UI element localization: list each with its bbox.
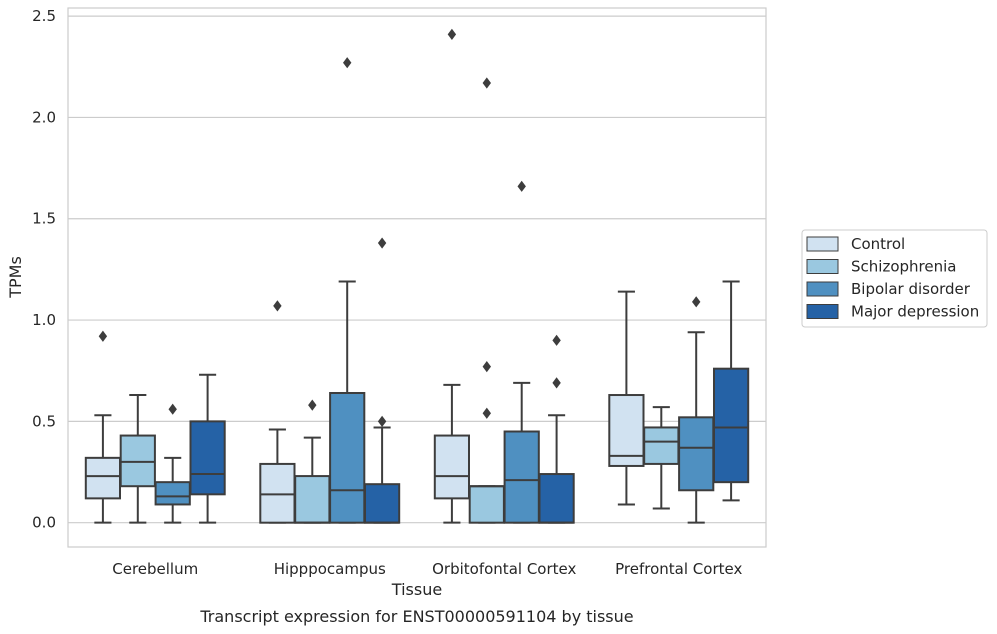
box-group xyxy=(154,403,191,524)
x-tick-label: Hipppocampus xyxy=(274,560,386,578)
legend-swatch xyxy=(806,259,839,274)
box xyxy=(678,416,715,492)
box-group xyxy=(678,296,715,524)
legend-label: Schizophrenia xyxy=(851,258,956,276)
outlier-point xyxy=(692,296,701,308)
plot-area-frame xyxy=(67,7,767,548)
outlier-point xyxy=(482,77,491,89)
y-tick-label: 0.0 xyxy=(32,514,56,532)
y-tick-label: 2.5 xyxy=(32,7,56,25)
x-tick-label: Orbitofontal Cortex xyxy=(432,560,576,578)
box xyxy=(538,473,575,524)
legend-swatch xyxy=(806,304,839,319)
outlier-point xyxy=(517,180,526,192)
box xyxy=(468,485,505,524)
box xyxy=(154,481,191,506)
data-layer xyxy=(84,28,750,524)
x-tick-labels: Cerebellum Hipppocampus Orbitofontal Corte… xyxy=(112,560,742,578)
box xyxy=(433,434,471,500)
y-tick-label: 0.5 xyxy=(32,412,56,430)
legend-swatch xyxy=(806,281,839,297)
outlier-point xyxy=(482,407,491,419)
box xyxy=(363,483,401,524)
box-group xyxy=(608,290,645,506)
box-group xyxy=(189,373,226,524)
chart-caption: Transcript expression for ENST0000059110… xyxy=(199,607,633,626)
y-tick-labels: 0.0 0.5 1.0 1.5 2.0 2.5 xyxy=(32,7,56,532)
y-tick-label: 1.5 xyxy=(32,210,56,228)
outlier-point xyxy=(377,415,387,427)
outlier-point xyxy=(273,300,282,312)
outlier-point xyxy=(343,57,352,69)
legend-label: Bipolar disorder xyxy=(851,280,971,298)
outlier-point xyxy=(552,334,561,346)
grid-layer xyxy=(68,15,766,524)
outlier-point xyxy=(447,28,457,40)
legend-swatch xyxy=(806,236,839,252)
box xyxy=(329,392,366,524)
box xyxy=(608,394,645,467)
legend-label: Major depression xyxy=(851,303,979,321)
box-group xyxy=(84,330,122,524)
box-group xyxy=(294,399,331,524)
box-group xyxy=(712,280,750,502)
legend-frame xyxy=(801,229,988,328)
legend: Control Schizophrenia Bipolar disorder Majo… xyxy=(801,229,988,328)
y-tick-label: 2.0 xyxy=(32,108,56,126)
box xyxy=(259,462,296,524)
box xyxy=(189,420,226,496)
box-group xyxy=(259,300,296,524)
box-group xyxy=(119,394,156,524)
x-tick-label: Prefrontal Cortex xyxy=(615,560,742,578)
box-group xyxy=(468,77,505,524)
box xyxy=(84,456,122,500)
box-group xyxy=(538,334,575,524)
box-group xyxy=(503,180,540,524)
box-group xyxy=(433,28,471,524)
x-axis-title: Tissue xyxy=(391,580,442,599)
outlier-point xyxy=(377,237,387,249)
box-group xyxy=(363,237,401,524)
box-group xyxy=(329,57,366,524)
box xyxy=(119,434,156,488)
outlier-point xyxy=(168,403,177,415)
outlier-point xyxy=(98,330,108,342)
outlier-point xyxy=(308,399,317,411)
box xyxy=(503,430,540,524)
y-tick-label: 1.0 xyxy=(32,311,56,329)
outlier-point xyxy=(552,377,561,389)
outlier-point xyxy=(482,361,491,373)
legend-label: Control xyxy=(851,235,905,253)
y-axis-title: TPMs xyxy=(6,256,25,299)
box xyxy=(294,475,331,524)
box xyxy=(712,367,750,484)
box xyxy=(643,426,680,465)
box-group xyxy=(643,406,680,510)
x-tick-label: Cerebellum xyxy=(112,560,198,578)
